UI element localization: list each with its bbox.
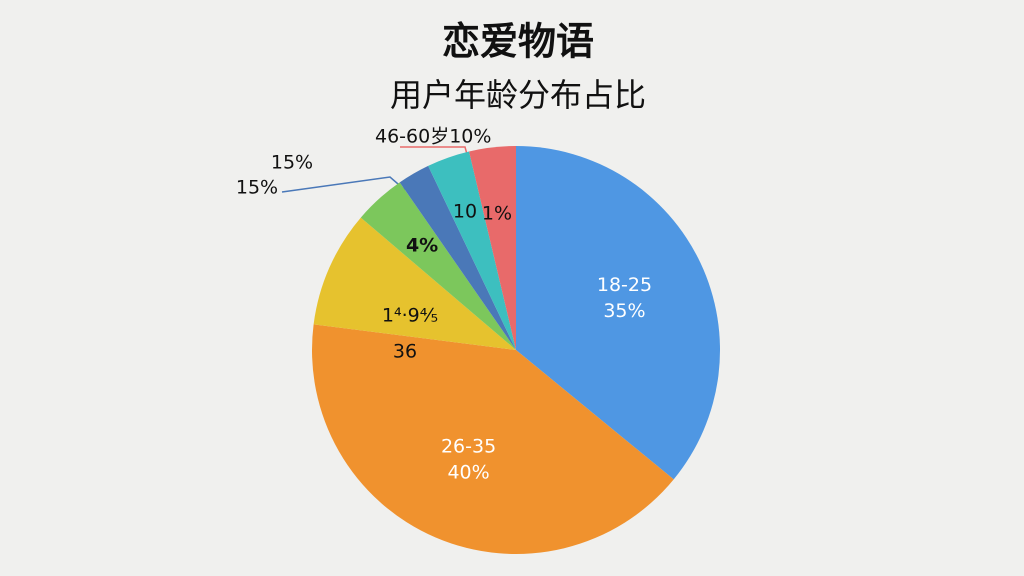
- chart-subtitle: 用户年龄分布占比: [390, 76, 646, 114]
- slice-label: 26-35: [441, 436, 496, 458]
- chart-title: 恋爱物语: [442, 20, 594, 64]
- annotation: 15%: [271, 152, 313, 174]
- value-label: 4%: [406, 235, 438, 257]
- annotation: 36: [393, 341, 417, 363]
- pie-slice: [360, 182, 516, 350]
- annotation: 15%: [236, 177, 278, 199]
- pie-slice: [313, 217, 516, 350]
- annotation: 1⁴·9⅘: [382, 305, 438, 327]
- annotation: 10: [453, 201, 477, 223]
- value-label: 35%: [603, 300, 645, 322]
- value-label: 40%: [447, 462, 489, 484]
- pie-slice: [469, 146, 516, 350]
- pie-slice: [516, 146, 721, 480]
- pie-slice: [428, 151, 516, 350]
- annotation: 1%: [482, 203, 512, 225]
- pie-slice: [399, 165, 516, 350]
- annotation: 46-60岁10%: [375, 126, 491, 148]
- slice-label: 18-25: [597, 274, 652, 296]
- pie-slice: [312, 324, 674, 554]
